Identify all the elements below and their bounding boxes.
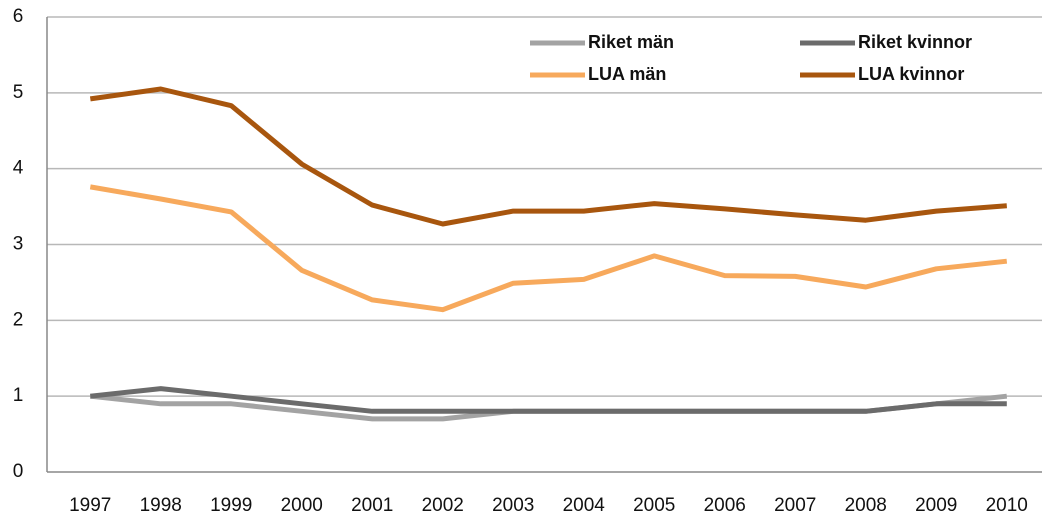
x-tick-label: 1999: [210, 495, 252, 516]
series-line: [90, 386, 1007, 414]
y-tick-label: 4: [13, 158, 24, 179]
x-tick-label: 2009: [915, 495, 957, 516]
x-tick-label: 2000: [281, 495, 323, 516]
x-tick-label: 2003: [492, 495, 534, 516]
y-tick-label: 3: [13, 234, 24, 255]
x-tick-label: 2007: [774, 495, 816, 516]
x-tick-label: 2008: [845, 495, 887, 516]
series-line: [89, 184, 1008, 313]
y-tick-label: 1: [13, 385, 24, 406]
y-tick-label: 5: [13, 82, 24, 103]
y-tick-label: 0: [13, 461, 24, 482]
x-tick-label: 2005: [633, 495, 675, 516]
x-tick-label: 2010: [986, 495, 1028, 516]
x-tick-label: 1998: [140, 495, 182, 516]
legend-label: LUA män: [588, 64, 666, 84]
x-tick-label: 2002: [422, 495, 464, 516]
legend-label: Riket män: [588, 32, 674, 52]
x-tick-label: 1997: [69, 495, 111, 516]
x-tick-label: 2006: [704, 495, 746, 516]
series-line: [90, 393, 1008, 422]
series-line: [89, 86, 1007, 227]
legend-label: LUA kvinnor: [858, 64, 964, 84]
x-tick-label: 2004: [563, 495, 606, 516]
legend-label: Riket kvinnor: [858, 32, 972, 52]
y-tick-label: 2: [13, 309, 24, 330]
x-tick-label: 2001: [351, 495, 393, 516]
y-tick-label: 6: [13, 6, 24, 27]
